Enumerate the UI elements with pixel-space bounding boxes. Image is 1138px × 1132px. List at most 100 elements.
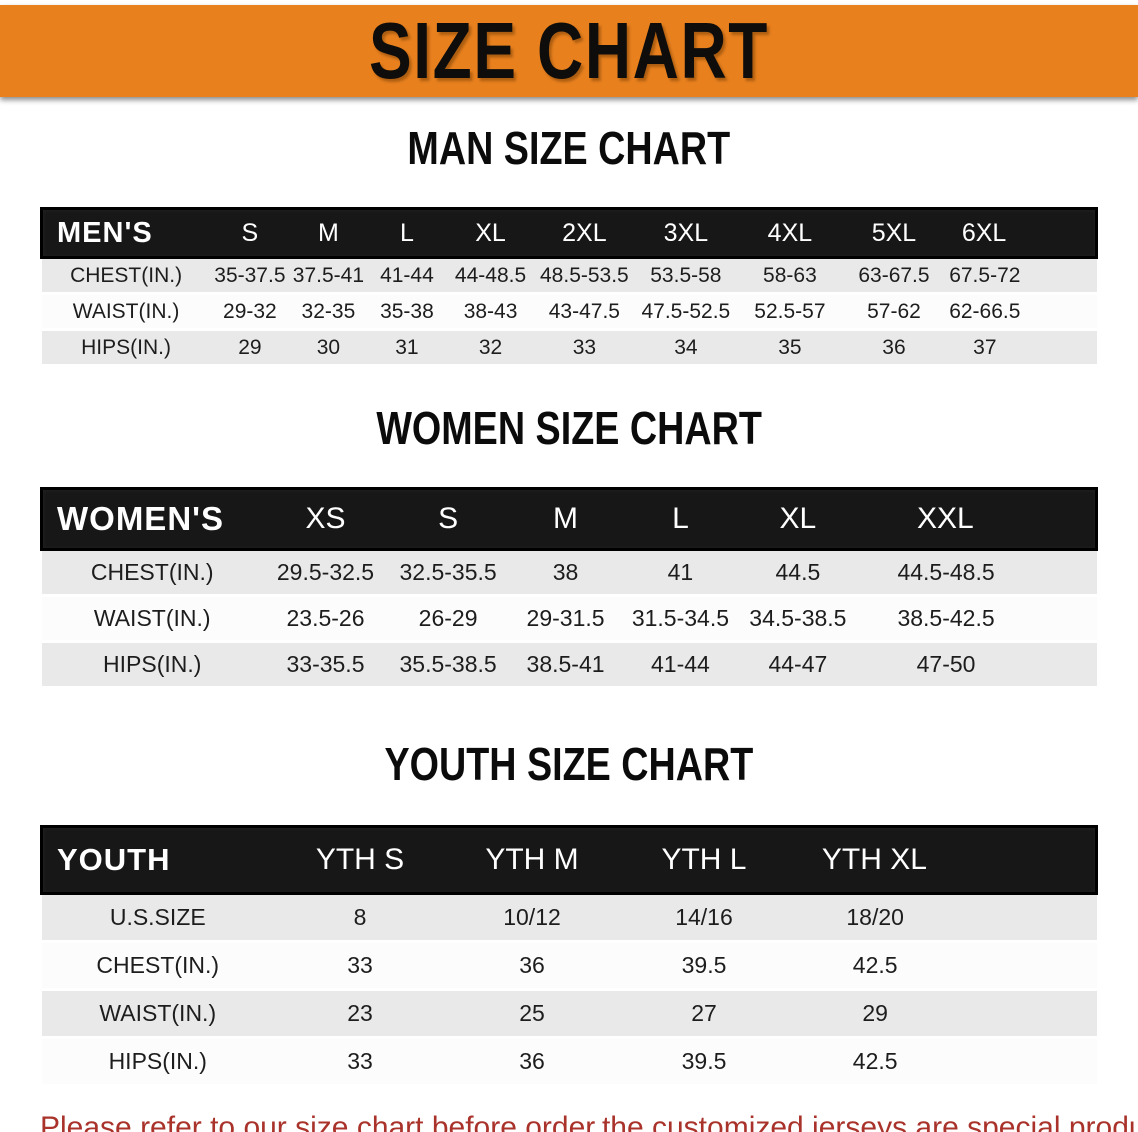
size-column-header: L	[399, 218, 414, 247]
size-column-header: M	[553, 502, 579, 535]
table-row: WAIST(IN.) 29-32 32-35 35-38 38-43 43-47.5 47.…	[41, 293, 1097, 330]
size-value-cell: 41-44	[651, 651, 710, 677]
size-value-cell: 36	[519, 1048, 545, 1074]
size-value-cell: 23	[347, 1000, 373, 1026]
size-value-cell: 32.5-35.5	[399, 559, 497, 585]
table-header-row: YOUTH YTH S YTH M YTH L YTH XL	[41, 826, 1097, 894]
table-row: HIPS(IN.) 29 30 31 32 33 34 35 36 37	[41, 329, 1097, 366]
size-value-cell: 42.5	[852, 1048, 898, 1074]
size-value-cell: 38	[552, 559, 579, 585]
measurement-row-label: WAIST(IN.)	[93, 605, 211, 631]
table-header-row: MEN'S S M L XL 2XL 3XL 4XL 5XL 6XL	[41, 208, 1097, 258]
size-value-cell: 34.5-38.5	[749, 605, 847, 631]
size-value-cell: 25	[519, 1000, 545, 1026]
size-value-cell: 44.5	[775, 559, 821, 585]
size-column-header: YTH S	[315, 843, 405, 876]
size-value-cell: 27	[691, 1000, 717, 1026]
youth-heading-text: YOUTH SIZE CHART	[384, 738, 754, 790]
size-value-cell: 37	[973, 335, 997, 359]
table-row: WAIST(IN.) 23.5-26 26-29 29-31.5 31.5-34.5 34…	[41, 595, 1097, 642]
mens-size-table: MEN'S S M L XL 2XL 3XL 4XL 5XL 6XL CHEST(IN.) 35-37…	[40, 207, 1098, 367]
order-disclaimer: Please refer to our size chart before or…	[40, 1107, 1138, 1132]
size-column-header: XL	[475, 218, 506, 247]
measurement-row-label: CHEST(IN.)	[70, 263, 183, 287]
size-value-cell: 44.5-48.5	[897, 559, 995, 585]
measurement-row-label: CHEST(IN.)	[96, 952, 220, 978]
size-value-cell: 41	[667, 559, 694, 585]
table-row: WAIST(IN.) 23 25 27 29	[41, 989, 1097, 1038]
size-value-cell: 29-32	[223, 299, 277, 323]
size-value-cell: 18/20	[846, 904, 904, 930]
measurement-row-label: U.S.SIZE	[109, 904, 206, 930]
size-value-cell: 33	[347, 952, 373, 978]
size-column-header: M	[318, 218, 339, 247]
table-row: CHEST(IN.) 35-37.5 37.5-41 41-44 44-48.5 48.5…	[41, 257, 1097, 294]
size-value-cell: 33	[347, 1048, 373, 1074]
womens-size-table: WOMEN'S XS S M L XL XXL CHEST(IN.) 29.5-32.5 32.5…	[40, 487, 1098, 689]
table-header-row: WOMEN'S XS S M L XL XXL	[41, 488, 1097, 550]
size-value-cell: 52.5-57	[754, 299, 826, 323]
size-value-cell: 53.5-58	[650, 263, 722, 287]
measurement-row-label: HIPS(IN.)	[108, 1048, 207, 1074]
size-value-cell: 29	[862, 1000, 888, 1026]
size-value-cell: 38.5-42.5	[897, 605, 995, 631]
measurement-row-label: WAIST(IN.)	[72, 299, 180, 323]
table-row: CHEST(IN.) 33 36 39.5 42.5	[41, 941, 1097, 990]
size-value-cell: 8	[353, 904, 367, 930]
size-value-cell: 23.5-26	[286, 605, 365, 631]
table-title-cell: MEN'S	[57, 216, 153, 249]
table-row: CHEST(IN.) 29.5-32.5 32.5-35.5 38 41 44.5 44.5…	[41, 549, 1097, 596]
size-value-cell: 29.5-32.5	[276, 559, 375, 585]
size-value-cell: 33-35.5	[286, 651, 365, 677]
size-chart-banner: SIZE CHART	[0, 5, 1138, 97]
men-heading-text: MAN SIZE CHART	[407, 122, 731, 174]
size-column-header: L	[672, 502, 689, 535]
size-value-cell: 14/16	[675, 904, 733, 930]
size-column-header: XXL	[916, 502, 974, 535]
size-column-header: S	[438, 502, 459, 535]
size-value-cell: 58-63	[763, 263, 817, 287]
size-value-cell: 47-50	[916, 651, 976, 677]
size-column-header: YTH L	[661, 843, 747, 876]
size-column-header: YTH M	[485, 843, 579, 876]
women-heading-text: WOMEN SIZE CHART	[376, 402, 762, 454]
size-value-cell: 29-31.5	[526, 605, 605, 631]
disclaimer-line-1: Please refer to our size chart before or…	[40, 1111, 1138, 1132]
size-value-cell: 57-62	[867, 299, 921, 323]
size-value-cell: 38.5-41	[526, 651, 605, 677]
table-row: HIPS(IN.) 33 36 39.5 42.5	[41, 1037, 1097, 1086]
women-section-heading: WOMEN SIZE CHART	[0, 403, 1138, 465]
size-value-cell: 36	[519, 952, 545, 978]
size-column-header: S	[241, 218, 259, 247]
size-value-cell: 29	[238, 335, 262, 359]
size-column-header: 4XL	[767, 218, 813, 247]
measurement-row-label: WAIST(IN.)	[99, 1000, 217, 1026]
size-value-cell: 10/12	[503, 904, 561, 930]
size-value-cell: 33	[572, 335, 597, 359]
banner-title: SIZE CHART	[369, 6, 769, 95]
table-row: U.S.SIZE 8 10/12 14/16 18/20	[41, 893, 1097, 942]
measurement-row-label: CHEST(IN.)	[90, 559, 214, 585]
size-column-header: XL	[779, 502, 817, 535]
size-value-cell: 35-37.5	[214, 263, 286, 287]
size-value-cell: 34	[674, 335, 698, 359]
size-column-header: 6XL	[961, 218, 1007, 247]
men-section-heading: MAN SIZE CHART	[0, 123, 1138, 185]
size-value-cell: 35.5-38.5	[399, 651, 497, 677]
table-title-cell: WOMEN'S	[57, 500, 225, 537]
size-column-header: XS	[305, 502, 346, 535]
size-value-cell: 42.5	[852, 952, 898, 978]
size-value-cell: 32-35	[301, 299, 356, 323]
size-column-header: 5XL	[871, 218, 917, 247]
size-value-cell: 47.5-52.5	[641, 299, 731, 323]
size-value-cell: 37.5-41	[292, 263, 365, 287]
size-value-cell: 62-66.5	[949, 299, 1021, 323]
size-value-cell: 38-43	[463, 299, 518, 323]
size-value-cell: 44-48.5	[454, 263, 527, 287]
size-value-cell: 32	[478, 335, 503, 359]
size-value-cell: 39.5	[681, 1048, 727, 1074]
size-value-cell: 41-44	[380, 263, 434, 287]
size-column-header: YTH XL	[821, 843, 927, 876]
size-value-cell: 31.5-34.5	[631, 605, 730, 631]
youth-size-table: YOUTH YTH S YTH M YTH L YTH XL U.S.SIZE 8 10/12…	[40, 825, 1098, 1087]
